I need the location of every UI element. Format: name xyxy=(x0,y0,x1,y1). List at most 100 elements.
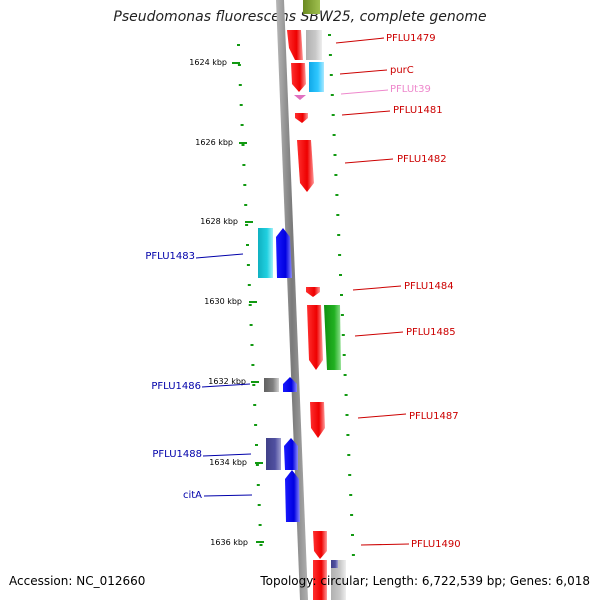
gene-purc-cyan-block[interactable] xyxy=(309,62,324,92)
position-tick xyxy=(252,384,256,386)
position-tick xyxy=(246,244,249,246)
position-tick xyxy=(328,54,332,56)
leader-purc xyxy=(339,69,388,75)
leader-pflu1487 xyxy=(357,413,407,419)
scale-label-1624: 1624 kbp xyxy=(189,58,227,67)
position-tick xyxy=(340,294,343,296)
leader-pflu1484 xyxy=(352,285,402,291)
leader-pflu1482 xyxy=(344,158,394,164)
gene-bottom-slate-block[interactable] xyxy=(331,560,338,568)
gene-pflu1488-slate-block[interactable] xyxy=(266,438,281,470)
scale-label-1628: 1628 kbp xyxy=(200,217,238,226)
label-pflu1483[interactable]: PFLU1483 xyxy=(145,251,195,262)
label-pflu1482[interactable]: PFLU1482 xyxy=(397,154,447,165)
label-pflu1486[interactable]: PFLU1486 xyxy=(151,381,201,392)
position-tick xyxy=(340,314,344,316)
leader-pflu1486 xyxy=(201,383,251,388)
position-ticks xyxy=(237,34,355,556)
gene-pflu1482-arrow[interactable] xyxy=(297,140,314,192)
gene-pflu1487-arrow[interactable] xyxy=(310,402,325,438)
position-tick xyxy=(246,264,250,266)
gene-pflu1488-arrow[interactable] xyxy=(284,438,298,470)
label-pflut39[interactable]: PFLUt39 xyxy=(390,84,431,95)
gene-pflu1486-gray-block[interactable] xyxy=(264,378,279,392)
label-pflu1481[interactable]: PFLU1481 xyxy=(393,105,443,116)
gene-purc-arrow[interactable] xyxy=(291,63,306,92)
position-tick xyxy=(237,64,241,66)
position-tick xyxy=(254,424,258,426)
position-tick xyxy=(333,154,337,156)
map-title: Pseudomonas fluorescens SBW25, complete … xyxy=(113,9,487,25)
position-tick xyxy=(342,354,346,356)
forward-gene-labels: PFLU1479 purC PFLUt39 PFLU1481 PFLU1482 … xyxy=(335,33,461,550)
position-tick xyxy=(255,444,258,446)
position-tick xyxy=(259,544,263,546)
position-tick xyxy=(343,374,347,376)
label-purc[interactable]: purC xyxy=(390,65,414,76)
forward-genes xyxy=(287,0,346,600)
position-tick xyxy=(345,414,349,416)
gene-pflu1485-arrow[interactable] xyxy=(307,305,323,370)
position-tick xyxy=(257,504,261,506)
label-pflu1490[interactable]: PFLU1490 xyxy=(411,539,461,550)
gene-pflu1483-arrow[interactable] xyxy=(276,228,292,278)
leader-pflut39 xyxy=(340,89,389,95)
position-tick xyxy=(335,194,339,196)
position-tick xyxy=(348,474,352,476)
position-tick xyxy=(329,74,333,76)
position-tick xyxy=(336,214,340,216)
position-tick xyxy=(248,304,252,306)
position-tick xyxy=(350,514,354,516)
reverse-gene-labels: PFLU1483 PFLU1486 PFLU1488 citA xyxy=(145,251,253,501)
position-tick xyxy=(243,184,247,186)
position-tick xyxy=(242,164,246,166)
scale-labels: 1624 kbp 1626 kbp 1628 kbp 1630 kbp 1632… xyxy=(189,58,248,547)
position-tick xyxy=(255,464,259,466)
position-tick xyxy=(338,254,342,256)
scale-label-1626: 1626 kbp xyxy=(195,138,233,147)
gene-pflu1481-arrow[interactable] xyxy=(295,113,308,123)
label-pflu1488[interactable]: PFLU1488 xyxy=(152,449,202,460)
position-tick xyxy=(241,144,245,146)
position-tick xyxy=(351,554,355,556)
label-pflu1485[interactable]: PFLU1485 xyxy=(406,327,456,338)
gene-pflu1484-arrow[interactable] xyxy=(306,287,320,297)
position-tick xyxy=(330,94,334,96)
position-tick xyxy=(344,394,348,396)
gene-pflu1486-arrow[interactable] xyxy=(283,377,297,392)
accession-label: Accession: NC_012660 xyxy=(9,574,146,588)
gene-cita-arrow[interactable] xyxy=(285,470,300,522)
gene-bottom-red-block[interactable] xyxy=(313,560,327,600)
reverse-genes xyxy=(258,228,300,522)
gene-pflu1485-green-arrow[interactable] xyxy=(324,305,341,370)
leader-pflu1490 xyxy=(360,543,410,546)
position-tick xyxy=(237,44,240,46)
gene-pflu1480-gray-block[interactable] xyxy=(306,30,322,60)
label-pflu1484[interactable]: PFLU1484 xyxy=(404,281,454,292)
leader-pflu1483 xyxy=(195,253,244,259)
position-tick xyxy=(238,84,242,86)
position-tick xyxy=(247,284,251,286)
position-tick xyxy=(249,324,253,326)
leader-pflu1488 xyxy=(202,453,252,457)
position-tick xyxy=(346,434,350,436)
position-tick xyxy=(258,524,262,526)
position-tick xyxy=(251,364,255,366)
label-pflu1487[interactable]: PFLU1487 xyxy=(409,411,459,422)
position-tick xyxy=(337,234,341,236)
gene-bottom-gray-block[interactable] xyxy=(331,560,346,600)
position-tick xyxy=(245,224,249,226)
label-cita[interactable]: citA xyxy=(183,490,202,501)
gene-pflu1479-arrow[interactable] xyxy=(287,30,303,60)
position-tick xyxy=(250,344,254,346)
trna-pflut39-marker[interactable] xyxy=(294,95,306,100)
leader-cita xyxy=(203,494,253,497)
position-tick xyxy=(253,404,257,406)
position-tick xyxy=(347,454,351,456)
label-pflu1479[interactable]: PFLU1479 xyxy=(386,33,436,44)
gene-pflu1483-cyan-block[interactable] xyxy=(258,228,273,278)
scale-label-1630: 1630 kbp xyxy=(204,297,242,306)
gene-olive-top[interactable] xyxy=(303,0,320,14)
gene-pflu1490-arrow[interactable] xyxy=(313,531,327,559)
